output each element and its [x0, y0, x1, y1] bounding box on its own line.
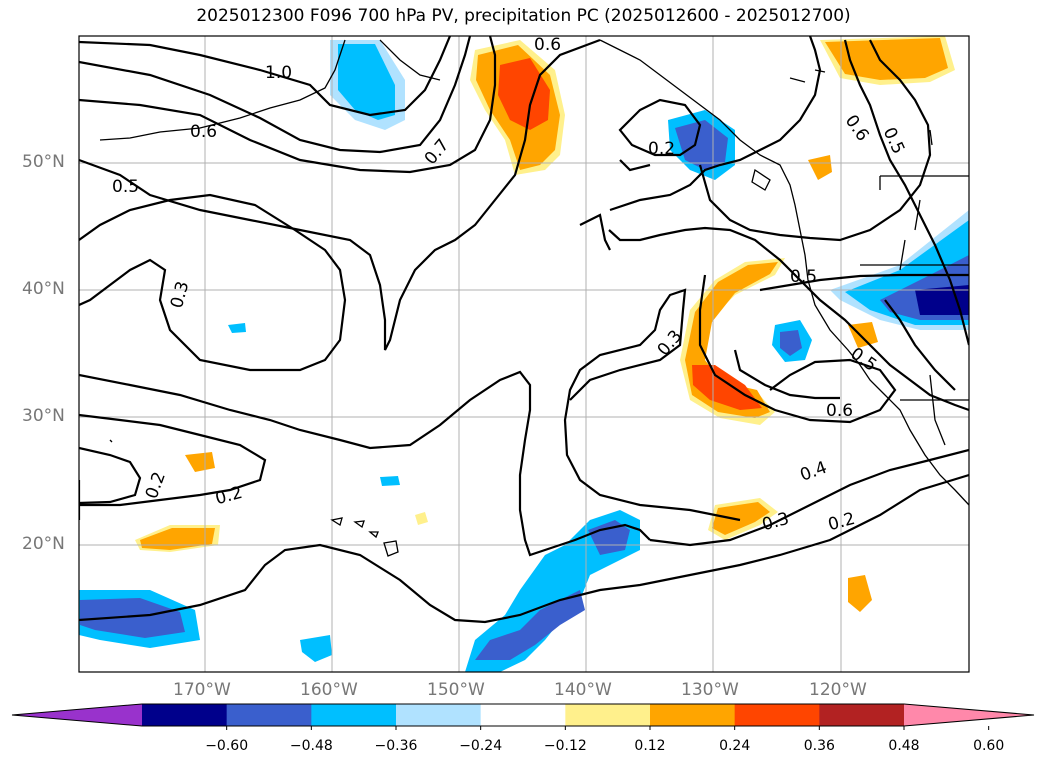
colorbar-tick-label: 0.12 [634, 738, 666, 754]
contour-label: 0.3 [167, 279, 193, 310]
contour-label: 0.6 [190, 122, 217, 142]
map-title: 2025012300 F096 700 hPa PV, precipitatio… [196, 6, 851, 26]
colorbar-tick-label: 0.48 [888, 738, 920, 754]
colorbar-cell [142, 704, 228, 726]
lon-label-130w: 130°W [681, 680, 739, 700]
colorbar-cell [819, 704, 905, 726]
contour-label: 0.4 [798, 458, 830, 486]
lat-label-30n: 30°N [22, 406, 65, 426]
lon-label-160w: 160°W [300, 680, 358, 700]
contour-label: 0.5 [790, 267, 817, 287]
colorbar-cell [565, 704, 651, 726]
contour-label: 1.0 [265, 63, 292, 83]
colorbar-tick-label: 0.36 [803, 738, 835, 754]
pv-contours [79, 36, 969, 624]
colorbar-tick-label: 0.60 [973, 738, 1005, 754]
lon-label-170w: 170°W [173, 680, 231, 700]
colorbar-cell [734, 704, 820, 726]
lon-label-140w: 140°W [554, 680, 612, 700]
colorbar-tick-label: −0.12 [543, 738, 587, 754]
contour-label: 0.6 [534, 35, 561, 55]
contour-label: 0.6 [826, 401, 853, 421]
contour-label: 0.2 [648, 139, 675, 159]
colorbar-tick-label: 0.24 [719, 738, 751, 754]
precip-neg-band [465, 510, 640, 672]
colorbar-cell [396, 704, 482, 726]
colorbar-cell [650, 704, 736, 726]
map-frame [78, 35, 970, 673]
lat-label-50n: 50°N [22, 152, 65, 172]
coastlines [99, 39, 969, 557]
contour-label: 0.5 [112, 177, 139, 197]
colorbar-tick-label: −0.24 [459, 738, 503, 754]
colorbar-tick-label: −0.48 [289, 738, 333, 754]
contour-label: 0.7 [421, 135, 454, 169]
contour-label: 0.2 [213, 483, 244, 509]
colorbar-cell [226, 704, 312, 726]
colorbar-extend-low [12, 704, 142, 726]
colorbar-cell [480, 704, 566, 726]
lat-label-40n: 40°N [22, 279, 65, 299]
colorbar-extend-high [904, 704, 1034, 726]
lon-label-120w: 120°W [809, 680, 867, 700]
colorbar-cell [311, 704, 397, 726]
lat-label-20n: 20°N [22, 534, 65, 554]
contour-label: 0.6 [841, 111, 873, 145]
contour-label: 0.2 [142, 469, 170, 501]
lon-label-150w: 150°W [427, 680, 485, 700]
colorbar-tick-label: −0.60 [205, 738, 249, 754]
contour-label: 0.5 [879, 124, 909, 157]
colorbar [11, 703, 1035, 730]
contour-label: 0.2 [826, 509, 857, 535]
colorbar-tick-label: −0.36 [374, 738, 418, 754]
gridlines [79, 36, 969, 672]
